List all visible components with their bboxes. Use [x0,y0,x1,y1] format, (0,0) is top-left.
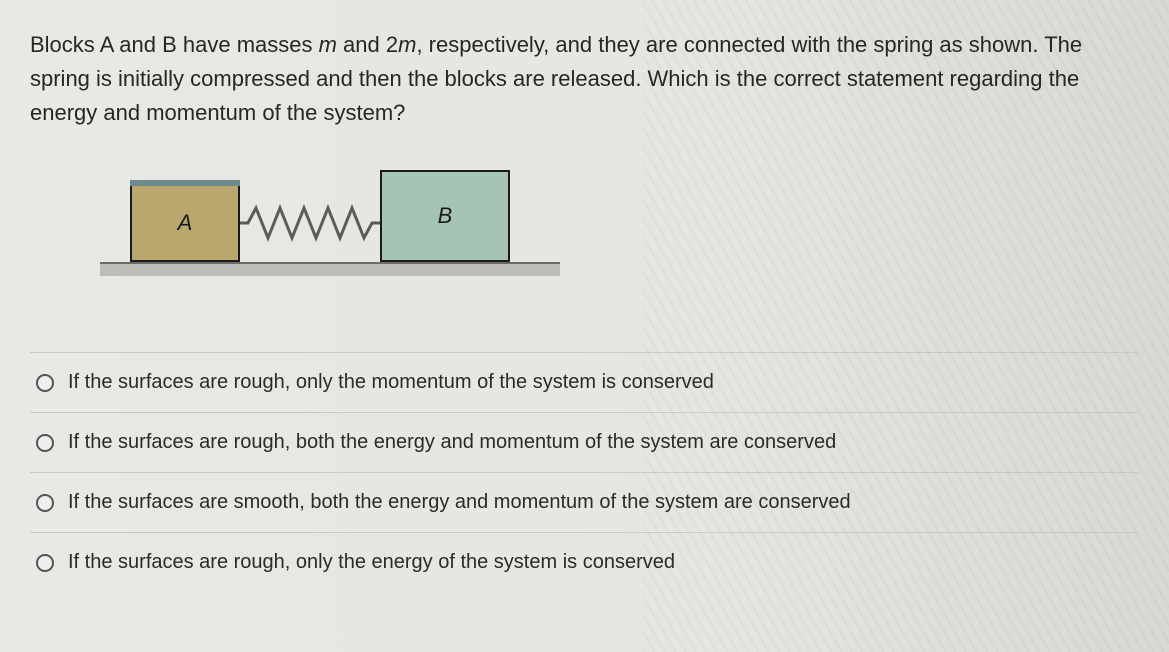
spring [240,204,380,242]
question-text: Blocks A and B have masses m and 2m, res… [30,28,1139,130]
option-4-text: If the surfaces are rough, only the ener… [68,551,675,574]
option-2-text: If the surfaces are rough, both the ener… [68,431,836,454]
option-1[interactable]: If the surfaces are rough, only the mome… [30,353,1139,413]
radio-icon [36,374,54,392]
option-3-text: If the surfaces are smooth, both the ene… [68,491,851,514]
block-b: B [380,170,510,262]
ground [100,262,560,276]
block-a-label: A [178,210,193,236]
block-b-label: B [438,203,453,229]
figure: A B [100,152,560,292]
radio-icon [36,554,54,572]
option-4[interactable]: If the surfaces are rough, only the ener… [30,533,1139,592]
block-a: A [130,184,240,262]
options-list: If the surfaces are rough, only the mome… [30,352,1139,592]
radio-icon [36,434,54,452]
option-2[interactable]: If the surfaces are rough, both the ener… [30,413,1139,473]
option-3[interactable]: If the surfaces are smooth, both the ene… [30,473,1139,533]
radio-icon [36,494,54,512]
option-1-text: If the surfaces are rough, only the mome… [68,371,714,394]
